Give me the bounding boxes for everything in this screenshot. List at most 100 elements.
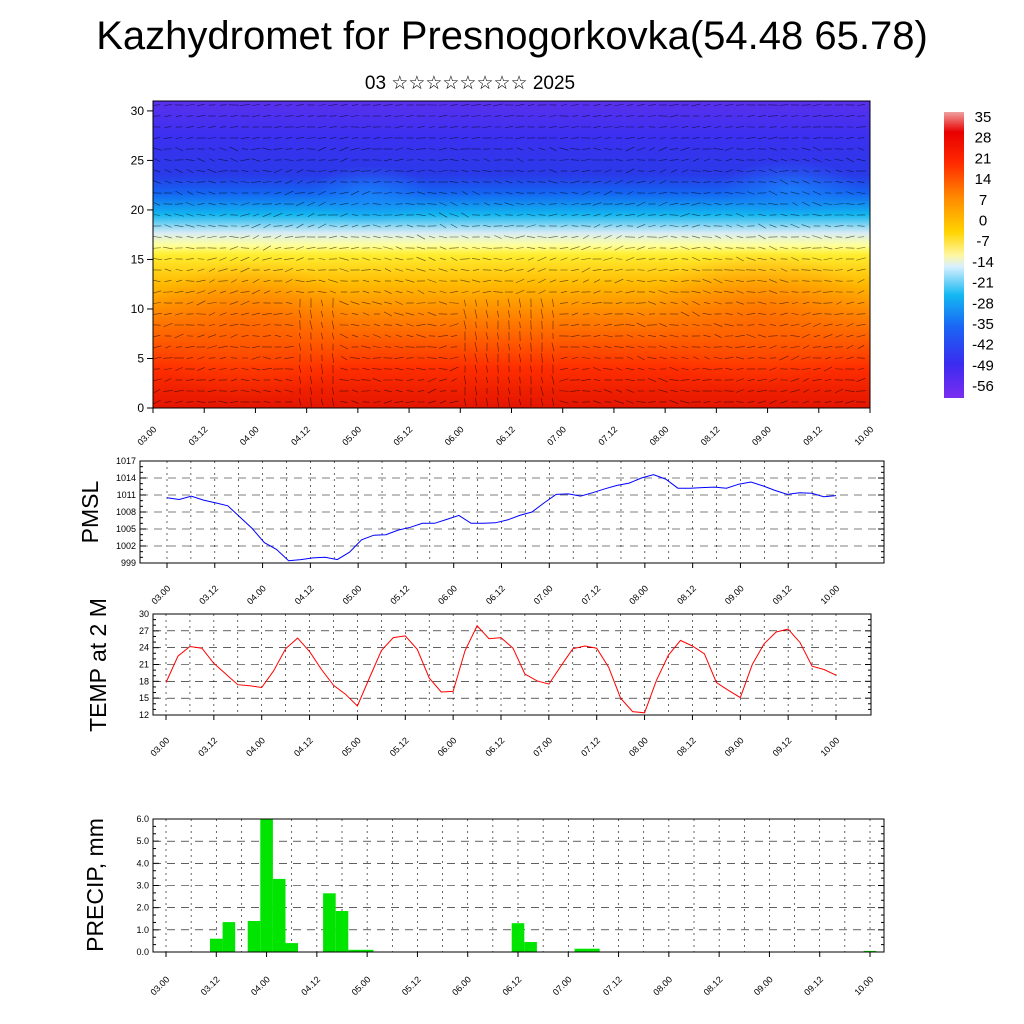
wind-vector (394, 279, 404, 283)
wind-vector (417, 312, 425, 316)
wind-vector (769, 180, 777, 184)
wind-vector (846, 356, 854, 360)
wind-vector (570, 159, 580, 161)
wind-vector (207, 235, 217, 239)
wind-vector (846, 344, 854, 350)
wind-vector (230, 334, 238, 338)
wind-vector (350, 379, 360, 381)
wind-vector (416, 169, 426, 173)
wind-vector (464, 299, 466, 307)
wind-vector (263, 191, 271, 195)
wind-vector (648, 115, 656, 117)
wind-vector (570, 148, 580, 150)
wind-vector (669, 366, 679, 372)
wind-vector (636, 201, 646, 207)
wind-vector (691, 202, 701, 206)
wind-vector (383, 389, 393, 393)
wind-vector (746, 334, 756, 338)
wind-vector (505, 191, 513, 195)
wind-vector (527, 115, 535, 117)
wind-vector (504, 268, 514, 272)
wind-vector (680, 147, 690, 151)
y-tick-label: 18 (139, 676, 149, 686)
wind-vector (527, 268, 535, 272)
wind-vector (614, 103, 624, 107)
wind-vector (405, 346, 415, 348)
wind-vector (295, 236, 305, 238)
wind-vector (263, 269, 271, 271)
wind-vector (582, 181, 590, 183)
wind-vector (496, 397, 500, 407)
x-tick-label: 04.00 (249, 974, 272, 997)
wind-vector (284, 389, 294, 393)
wind-vector (603, 257, 613, 261)
wind-vector (427, 279, 437, 283)
wind-vector (394, 125, 404, 129)
wind-vector (174, 291, 184, 293)
wind-vector (298, 365, 302, 373)
wind-vector (197, 356, 205, 360)
wind-vector (153, 180, 161, 184)
wind-vector (669, 214, 679, 216)
wind-vector (208, 378, 216, 382)
wind-vector (361, 269, 371, 271)
wind-vector (332, 332, 334, 340)
wind-vector (383, 137, 393, 139)
wind-vector (714, 115, 722, 117)
wind-vector (614, 346, 624, 348)
wind-vector (813, 180, 821, 184)
wind-vector (552, 298, 554, 308)
wind-vector (461, 137, 469, 139)
wind-vector (295, 201, 305, 207)
wind-vector (725, 137, 733, 139)
wind-vector (186, 401, 194, 403)
wind-vector (823, 246, 833, 250)
wind-vector (835, 169, 843, 173)
wind-vector (593, 103, 601, 107)
wind-vector (691, 280, 701, 282)
wind-vector (295, 192, 305, 194)
wind-vector (251, 158, 261, 162)
wind-vector (856, 378, 866, 382)
wind-vector (581, 170, 591, 172)
wind-vector (373, 236, 381, 238)
wind-vector (285, 335, 293, 337)
wind-vector (230, 390, 238, 392)
wind-vector (736, 368, 744, 370)
wind-vector (648, 401, 656, 403)
wind-vector (196, 400, 206, 404)
wind-vector (857, 302, 865, 304)
precip-bar (272, 878, 286, 952)
wind-vector (263, 335, 271, 337)
wind-vector (406, 148, 414, 150)
wind-vector (658, 377, 668, 383)
wind-vector (428, 125, 436, 129)
wind-vector (406, 334, 414, 338)
wind-vector (658, 345, 668, 349)
wind-vector (252, 278, 260, 284)
wind-vector (471, 170, 481, 172)
wind-vector (615, 214, 623, 216)
wind-vector (196, 300, 206, 306)
wind-vector (394, 357, 404, 359)
wind-vector (383, 235, 393, 239)
wind-vector (372, 247, 382, 249)
wind-vector (450, 192, 458, 194)
wind-vector (486, 397, 488, 407)
wind-vector (812, 235, 822, 239)
wind-vector (438, 301, 448, 305)
wind-vector (362, 235, 370, 239)
wind-vector (230, 357, 238, 359)
wind-vector (450, 268, 458, 272)
wind-vector (824, 280, 832, 282)
wind-vector (494, 280, 502, 282)
wind-vector (528, 147, 534, 151)
wind-vector (339, 344, 349, 350)
wind-vector (153, 356, 162, 360)
wind-vector (460, 258, 470, 260)
wind-vector (802, 400, 810, 404)
wind-vector (857, 203, 865, 205)
wind-vector (541, 376, 543, 384)
wind-vector (592, 269, 602, 271)
